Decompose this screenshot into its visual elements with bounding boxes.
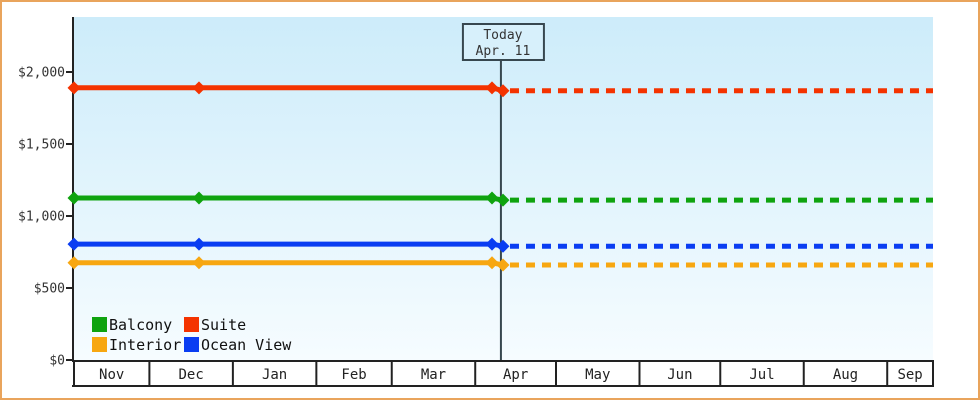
legend-label: Ocean View: [201, 336, 292, 354]
month-label: Jul: [749, 367, 774, 383]
data-point-marker: [485, 237, 499, 251]
month-label: Mar: [421, 367, 446, 383]
data-point-marker: [485, 256, 499, 270]
y-tick-label: $500: [34, 282, 65, 297]
today-label-line1: Today: [483, 28, 522, 43]
y-tick-label: $2,000: [18, 66, 65, 81]
legend-item-suite: Suite: [184, 316, 246, 334]
month-label: Feb: [341, 367, 366, 383]
legend-label: Suite: [201, 316, 246, 334]
legend-swatch: [184, 317, 199, 332]
series-line-solid: [74, 260, 504, 268]
legend-swatch: [92, 337, 107, 352]
y-tick-label: $0: [49, 354, 65, 369]
legend-swatch: [184, 337, 199, 352]
series-ocean-view: [67, 237, 933, 253]
legend-item-ocean-view: Ocean View: [184, 336, 292, 354]
data-point-marker: [67, 256, 81, 270]
legend: Balcony Suite Interior Ocean View: [92, 316, 292, 354]
series-line-solid: [74, 195, 504, 203]
today-label-line2: Apr. 11: [476, 44, 531, 59]
data-point-marker: [496, 258, 510, 272]
data-point-marker: [485, 81, 499, 95]
series-suite: [67, 81, 933, 98]
data-point-marker: [192, 237, 206, 251]
legend-label: Balcony: [109, 316, 172, 334]
data-point-marker: [496, 193, 510, 207]
data-point-marker: [67, 237, 81, 251]
month-label: Nov: [99, 367, 124, 383]
data-point-marker: [67, 191, 81, 205]
plot-background: [74, 17, 933, 360]
data-point-marker: [496, 84, 510, 98]
data-point-marker: [192, 256, 206, 270]
y-tick-label: $1,000: [18, 210, 65, 225]
month-label: May: [585, 367, 610, 383]
legend-swatch: [92, 317, 107, 332]
month-label: Sep: [897, 367, 922, 383]
legend-label: Interior: [109, 336, 181, 354]
month-label: Dec: [178, 367, 203, 383]
y-tick-label: $1,500: [18, 138, 65, 153]
series-balcony: [67, 191, 933, 207]
series-interior: [67, 256, 933, 272]
series-line-solid: [74, 241, 504, 249]
data-point-marker: [192, 81, 206, 95]
month-axis: Nov Dec Jan Feb Mar Apr May Jun Jul Aug Sep: [72, 360, 934, 387]
data-point-marker: [496, 239, 510, 253]
data-point-marker: [192, 191, 206, 205]
data-point-marker: [67, 81, 81, 95]
month-label: Jun: [667, 367, 692, 383]
legend-item-balcony: Balcony: [92, 316, 172, 334]
month-label: Apr: [503, 367, 528, 383]
series-line-solid: [74, 85, 504, 94]
month-label: Jan: [262, 367, 287, 383]
data-point-marker: [485, 191, 499, 205]
y-axis-ticks: $0 $500 $1,000 $1,500 $2,000: [18, 66, 74, 369]
today-box: [461, 23, 545, 61]
month-label: Aug: [833, 367, 858, 383]
legend-item-interior: Interior: [92, 336, 181, 354]
